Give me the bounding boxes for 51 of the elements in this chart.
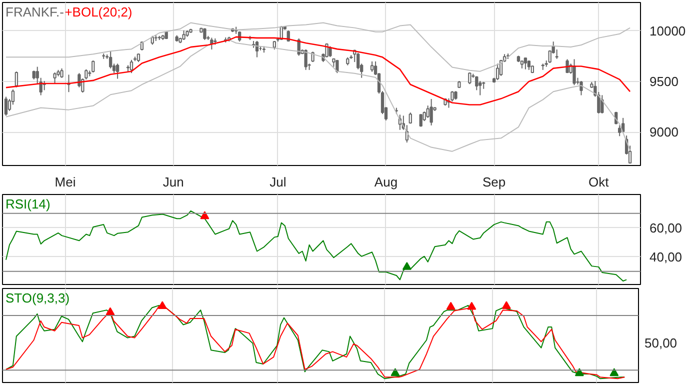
candlestick [304, 48, 308, 70]
point [574, 368, 584, 376]
point [106, 307, 115, 316]
candlestick [419, 114, 422, 128]
line-series [5, 22, 631, 72]
x-tick-label: Okt [588, 174, 610, 190]
candlestick [555, 48, 558, 60]
candlestick [14, 71, 18, 88]
candlestick [527, 60, 531, 70]
candlestick [4, 96, 8, 116]
y-tick-label: 60,00 [650, 220, 682, 236]
point [390, 368, 400, 376]
candlestick [60, 68, 64, 78]
point [610, 368, 619, 376]
y-tick-label: 9500 [650, 74, 678, 89]
text: 50,00 [644, 335, 678, 350]
candlestick [53, 72, 56, 84]
chart-title: FRANKF.- [6, 4, 64, 20]
line-series [5, 210, 628, 282]
candlestick [618, 124, 622, 137]
x-tick-label: Sep [482, 174, 506, 190]
candlestick [496, 63, 500, 81]
y-tick-label: 10000 [650, 23, 686, 38]
candlestick [370, 60, 374, 72]
point [158, 301, 167, 310]
x-tick-label: Mei [54, 174, 76, 190]
candlestick [182, 30, 186, 40]
point [467, 302, 476, 310]
x-tick-label: Jul [270, 174, 286, 190]
x-tick-label: Aug [374, 174, 398, 190]
y-tick-label: 9000 [650, 124, 678, 140]
candlestick [92, 60, 95, 73]
candlestick [108, 50, 112, 69]
chart-title: STO(9,3,3) [6, 290, 70, 306]
line-series [5, 36, 631, 106]
point [502, 301, 511, 310]
candlestick [572, 58, 576, 86]
candlestick [311, 51, 314, 63]
x-tick-label: Jun [162, 174, 184, 190]
text: +BOL(20;2) [64, 4, 132, 20]
point [446, 302, 456, 310]
candlestick [116, 63, 120, 80]
candlestick [430, 98, 433, 126]
candlestick [130, 59, 134, 74]
candlestick [524, 57, 528, 70]
candlestick [336, 59, 339, 74]
chart-title: RSI(14) [6, 196, 50, 212]
candlestick [478, 80, 482, 96]
y-tick-label: 40,00 [650, 249, 682, 264]
candlestick [328, 46, 332, 58]
candlestick [475, 76, 478, 91]
